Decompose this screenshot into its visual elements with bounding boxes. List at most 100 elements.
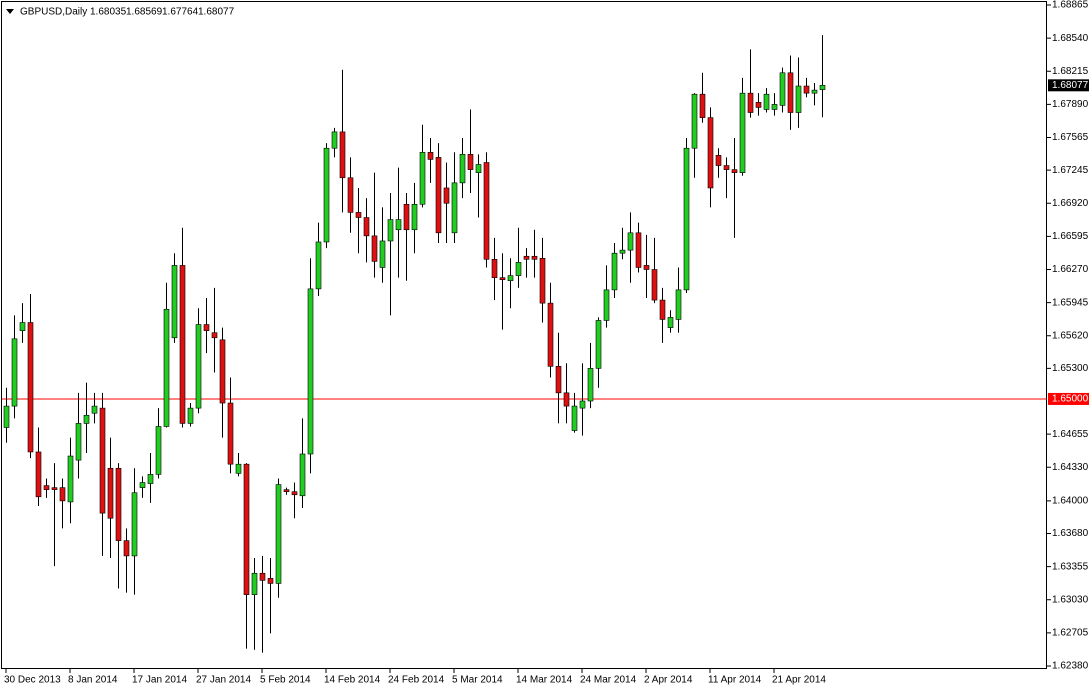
candle-body: [675, 289, 682, 320]
y-tick-label: 1.66270: [1052, 264, 1089, 275]
candle-body: [779, 72, 786, 106]
candle-body: [803, 85, 810, 94]
y-tick-label: 1.63680: [1052, 528, 1089, 539]
candle-body: [211, 332, 218, 339]
candle-body: [131, 492, 138, 557]
candle-body: [787, 72, 794, 113]
header-close: 1.68077: [198, 7, 235, 18]
candle-body: [27, 322, 34, 453]
candle-body: [659, 299, 666, 320]
symbol-label: GBPUSD,Daily: [20, 7, 87, 18]
candle-body: [555, 366, 562, 394]
candle-body: [59, 487, 66, 502]
candle-body: [747, 92, 754, 113]
candle-body: [155, 426, 162, 475]
plot-frame: [1, 1, 1047, 669]
candle-body: [3, 405, 10, 428]
candle-body: [611, 252, 618, 291]
candle-body: [403, 203, 410, 231]
candle-body: [651, 269, 658, 301]
x-tick-label: 5 Feb 2014: [260, 675, 311, 686]
candle-body: [91, 405, 98, 414]
y-tick-label: 1.65945: [1052, 297, 1089, 308]
x-tick-label: 8 Jan 2014: [68, 675, 118, 686]
y-tick-label: 1.68865: [1052, 0, 1089, 11]
y-tick-label: 1.63030: [1052, 594, 1089, 605]
candle-body: [411, 203, 418, 231]
candle-body: [667, 317, 674, 328]
candle-body: [507, 275, 514, 282]
candle-body: [243, 463, 250, 595]
candle-body: [227, 402, 234, 465]
candle-body: [763, 93, 770, 110]
x-tick-label: 24 Feb 2014: [388, 675, 445, 686]
x-tick-label: 17 Jan 2014: [132, 675, 187, 686]
candle-body: [475, 164, 482, 173]
candle-body: [587, 368, 594, 402]
candle-body: [483, 162, 490, 260]
candle-body: [459, 154, 466, 184]
candle-body: [147, 474, 154, 484]
candle-body: [299, 453, 306, 497]
x-tick-label: 5 Mar 2014: [452, 675, 503, 686]
candle-body: [699, 93, 706, 118]
y-tick-label: 1.67245: [1052, 165, 1089, 176]
candle-body: [195, 324, 202, 409]
candle-body: [819, 85, 826, 90]
candle-body: [267, 578, 274, 584]
y-tick-label: 1.66595: [1052, 231, 1089, 242]
candle-body: [395, 219, 402, 231]
candle-body: [171, 265, 178, 339]
candle-body: [291, 491, 298, 496]
candle-body: [579, 400, 586, 409]
candle-body: [531, 255, 538, 260]
candle-body: [467, 154, 474, 170]
y-tick-label: 1.64330: [1052, 462, 1089, 473]
candle-body: [635, 232, 642, 268]
x-tick-label: 11 Apr 2014: [708, 675, 762, 686]
candle-body: [739, 92, 746, 173]
candle-body: [707, 117, 714, 189]
candle-body: [451, 182, 458, 234]
y-tick-label: 1.64655: [1052, 429, 1089, 440]
candle-body: [379, 240, 386, 268]
header-open: 1.68035: [90, 7, 127, 18]
candle-body: [123, 540, 130, 557]
candle-body: [811, 89, 818, 94]
candle-body: [307, 288, 314, 455]
candle-body: [427, 151, 434, 160]
menu-arrow: [6, 9, 14, 14]
level-label-box: [1048, 392, 1089, 405]
candle-body: [363, 217, 370, 237]
candle-body: [99, 407, 106, 514]
candle-body: [11, 338, 18, 407]
candle-body: [275, 484, 282, 584]
candle-body: [83, 414, 90, 424]
candle-body: [539, 257, 546, 304]
candle-body: [139, 482, 146, 488]
candle-body: [571, 405, 578, 431]
candle-body: [627, 232, 634, 251]
y-tick-label: 1.66920: [1052, 198, 1089, 209]
last-price-box: [1048, 79, 1089, 92]
y-tick-label: 1.68215: [1052, 66, 1089, 77]
candle-body: [387, 219, 394, 242]
candle-body: [339, 131, 346, 179]
candle-body: [547, 302, 554, 367]
candle-body: [187, 407, 194, 424]
candle-body: [691, 93, 698, 149]
candle-body: [203, 324, 210, 331]
candle-body: [347, 177, 354, 213]
candle-body: [723, 165, 730, 170]
x-tick-label: 21 Apr 2014: [772, 675, 826, 686]
header-low: 1.67764: [162, 7, 199, 18]
candle-body: [259, 572, 266, 581]
candle-body: [235, 463, 242, 474]
candle-body: [619, 249, 626, 254]
candle-body: [355, 212, 362, 218]
candle-body: [603, 289, 610, 321]
candle-body: [115, 467, 122, 541]
y-tick-label: 1.64000: [1052, 496, 1089, 507]
